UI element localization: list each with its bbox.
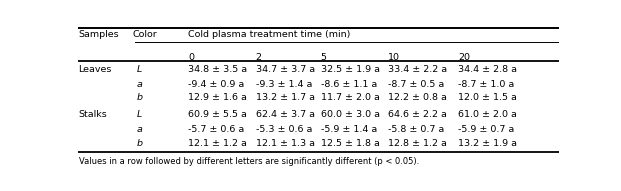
Text: 60.9 ± 5.5 a: 60.9 ± 5.5 a [188,110,247,119]
Text: -9.4 ± 0.9 a: -9.4 ± 0.9 a [188,80,245,89]
Text: Cold plasma treatment time (min): Cold plasma treatment time (min) [188,30,351,39]
Text: b: b [137,139,143,148]
Text: 34.8 ± 3.5 a: 34.8 ± 3.5 a [188,66,247,74]
Text: -8.7 ± 1.0 a: -8.7 ± 1.0 a [458,80,514,89]
Text: L: L [137,110,142,119]
Text: -5.9 ± 1.4 a: -5.9 ± 1.4 a [320,125,377,134]
Text: 12.1 ± 1.2 a: 12.1 ± 1.2 a [188,139,247,148]
Text: Stalks: Stalks [79,110,107,119]
Text: 34.4 ± 2.8 a: 34.4 ± 2.8 a [458,66,517,74]
Text: 2: 2 [256,53,261,62]
Text: Values in a row followed by different letters are significantly different (p < 0: Values in a row followed by different le… [79,157,419,166]
Text: -9.3 ± 1.4 a: -9.3 ± 1.4 a [256,80,312,89]
Text: Leaves: Leaves [79,66,112,74]
Text: 12.9 ± 1.6 a: 12.9 ± 1.6 a [188,93,247,102]
Text: 13.2 ± 1.9 a: 13.2 ± 1.9 a [458,139,517,148]
Text: 12.2 ± 0.8 a: 12.2 ± 0.8 a [388,93,447,102]
Text: 33.4 ± 2.2 a: 33.4 ± 2.2 a [388,66,447,74]
Text: 64.6 ± 2.2 a: 64.6 ± 2.2 a [388,110,447,119]
Text: 62.4 ± 3.7 a: 62.4 ± 3.7 a [256,110,315,119]
Text: 12.1 ± 1.3 a: 12.1 ± 1.3 a [256,139,315,148]
Text: -8.7 ± 0.5 a: -8.7 ± 0.5 a [388,80,444,89]
Text: L: L [137,66,142,74]
Text: a: a [137,125,143,134]
Text: 20: 20 [458,53,470,62]
Text: b: b [137,93,143,102]
Text: -8.6 ± 1.1 a: -8.6 ± 1.1 a [320,80,377,89]
Text: a: a [137,80,143,89]
Text: 32.5 ± 1.9 a: 32.5 ± 1.9 a [320,66,379,74]
Text: 60.0 ± 3.0 a: 60.0 ± 3.0 a [320,110,379,119]
Text: Samples: Samples [79,30,119,39]
Text: -5.9 ± 0.7 a: -5.9 ± 0.7 a [458,125,514,134]
Text: 12.8 ± 1.2 a: 12.8 ± 1.2 a [388,139,447,148]
Text: 34.7 ± 3.7 a: 34.7 ± 3.7 a [256,66,315,74]
Text: -5.3 ± 0.6 a: -5.3 ± 0.6 a [256,125,312,134]
Text: -5.7 ± 0.6 a: -5.7 ± 0.6 a [188,125,245,134]
Text: 12.5 ± 1.8 a: 12.5 ± 1.8 a [320,139,379,148]
Text: -5.8 ± 0.7 a: -5.8 ± 0.7 a [388,125,444,134]
Text: 61.0 ± 2.0 a: 61.0 ± 2.0 a [458,110,517,119]
Text: 13.2 ± 1.7 a: 13.2 ± 1.7 a [256,93,315,102]
Text: 12.0 ± 1.5 a: 12.0 ± 1.5 a [458,93,517,102]
Text: 5: 5 [320,53,327,62]
Text: 11.7 ± 2.0 a: 11.7 ± 2.0 a [320,93,379,102]
Text: 0: 0 [188,53,194,62]
Text: 10: 10 [388,53,400,62]
Text: Color: Color [133,30,158,39]
